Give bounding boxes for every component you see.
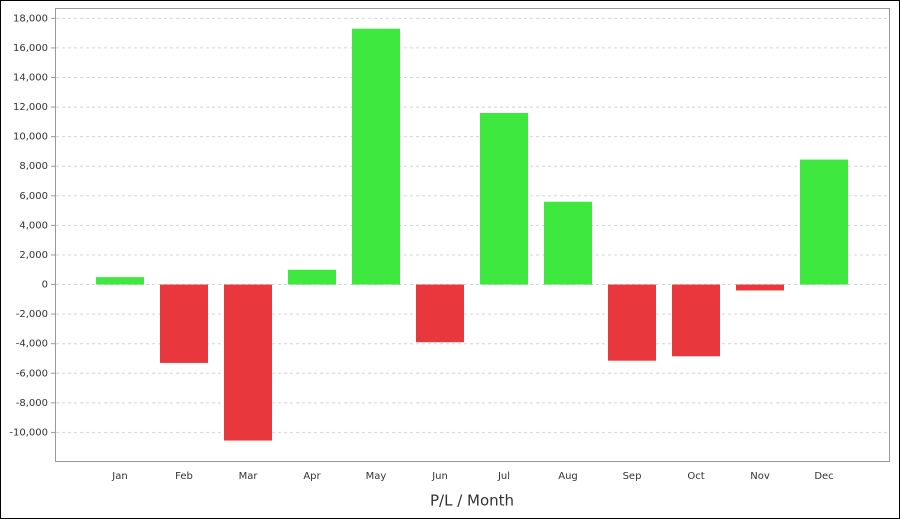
x-tick-label: Jan <box>111 471 127 482</box>
x-tick-label: Sep <box>623 471 642 482</box>
x-tick-label: Apr <box>303 471 321 482</box>
x-tick-label: Aug <box>558 471 578 482</box>
y-tick-label: 10,000 <box>13 132 48 143</box>
x-tick-label: May <box>366 471 387 482</box>
y-tick-label: 18,000 <box>13 13 48 24</box>
y-tick-label: -8,000 <box>16 398 48 409</box>
y-tick-label: 16,000 <box>13 43 48 54</box>
y-tick-label: 2,000 <box>19 250 48 261</box>
bar <box>800 159 848 285</box>
bar <box>736 284 784 291</box>
y-tick-label: 14,000 <box>13 73 48 84</box>
x-tick-label: Oct <box>687 471 704 482</box>
x-tick-label: Dec <box>814 471 833 482</box>
y-tick-label: -2,000 <box>16 309 48 320</box>
bar <box>288 269 336 285</box>
bar <box>544 201 592 285</box>
bar <box>416 284 464 343</box>
bar <box>672 284 720 357</box>
x-tick-label: Jul <box>497 471 510 482</box>
y-tick-label: -10,000 <box>9 427 48 438</box>
x-tick-label: Mar <box>239 471 259 482</box>
x-tick-label: Nov <box>750 471 770 482</box>
bar <box>224 284 272 441</box>
bar <box>352 28 400 285</box>
y-tick-label: 8,000 <box>19 161 48 172</box>
bar <box>480 112 528 285</box>
bar <box>160 284 208 363</box>
bar <box>96 277 144 285</box>
x-tick-label: Feb <box>175 471 193 482</box>
x-axis-label: P/L / Month <box>430 492 514 510</box>
y-tick-label: 6,000 <box>19 191 48 202</box>
y-tick-label: 0 <box>42 280 48 291</box>
y-tick-label: 4,000 <box>19 220 48 231</box>
y-tick-label: -6,000 <box>16 368 48 379</box>
x-tick-label: Jun <box>431 471 448 482</box>
y-tick-label: 12,000 <box>13 102 48 113</box>
plot-frame <box>55 8 890 462</box>
y-tick-label: -4,000 <box>16 339 48 350</box>
bar <box>608 284 656 361</box>
